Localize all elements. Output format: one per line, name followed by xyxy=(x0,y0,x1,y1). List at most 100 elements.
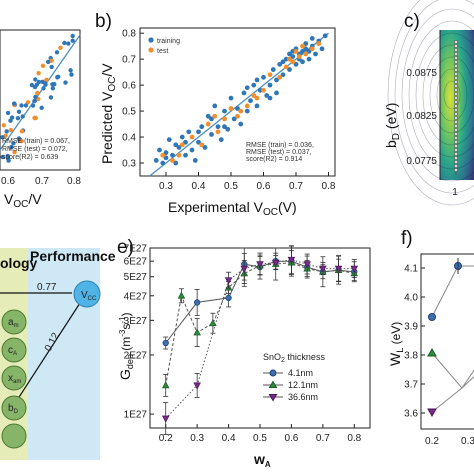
panel-a-point xyxy=(39,105,44,111)
panel-b-point-training xyxy=(192,158,198,163)
panel-f-line-purple xyxy=(431,375,474,413)
panel-c-path-dot xyxy=(453,55,459,61)
panel-b-point-training xyxy=(238,121,244,127)
panel-f-ytick-label: 3.8 xyxy=(404,351,418,362)
panel-f-ytick-label: 3.6 xyxy=(404,409,418,420)
ontology-node-extra xyxy=(1,423,27,449)
panel-c-path-dot xyxy=(453,127,459,133)
panel-e-xtick-label: 0.7 xyxy=(316,433,330,444)
panel-e-point-36.6nm xyxy=(303,261,311,269)
panel-b-point-training xyxy=(205,113,211,119)
panel-a-stat-2: RMSE (test) = 0.072, xyxy=(2,146,68,153)
performance-column xyxy=(28,248,100,460)
panel-f-ytick-label: 3.7 xyxy=(404,380,418,391)
panel-a-point xyxy=(6,158,11,163)
panel-b-axes xyxy=(139,27,336,177)
panel-f-yticks: 4.1 4.0 3.9 3.8 3.7 3.6 xyxy=(404,264,425,420)
panel-c-path-dot xyxy=(453,131,459,137)
panel-c-contour-line xyxy=(415,32,474,158)
panel-c-path-dot xyxy=(453,139,459,145)
panel-c-path-dot xyxy=(453,135,459,141)
panel-b-point-training xyxy=(173,142,179,148)
legend-marker-36.6nm xyxy=(268,394,278,402)
panel-b-point-test xyxy=(277,74,283,80)
panel-b-point-training xyxy=(166,137,172,143)
panel-b-point-training xyxy=(186,129,192,135)
panel-c-path-dot xyxy=(453,107,459,113)
panel-e-ytick-label: 6E27 xyxy=(124,257,148,268)
panel-a-point xyxy=(19,103,24,108)
panel-b-point-test xyxy=(215,129,221,135)
legend-marker-4.1nm xyxy=(269,369,277,377)
panel-b-point-test xyxy=(287,56,292,62)
panel-b-point-training xyxy=(248,98,253,104)
panel-b-point-training xyxy=(313,51,318,57)
panel-b-point-test xyxy=(290,59,296,65)
panel-e-yticks: 1E27 2E27 3E27 4E27 5E27 6E27 7E27 xyxy=(124,244,154,421)
panel-a-point xyxy=(8,127,14,133)
panel-a-point xyxy=(16,109,22,115)
panel-c-ytick-2: 0.0825 xyxy=(406,111,437,122)
panel-a-point xyxy=(0,154,5,160)
panel-c-path-dot xyxy=(453,43,459,49)
panel-a-point xyxy=(25,100,31,105)
panel-b-point-test xyxy=(199,142,205,148)
panel-c-contour-line xyxy=(387,0,474,206)
ontology-node-label: bD xyxy=(8,403,19,415)
panel-b-point-training xyxy=(244,108,250,114)
panel-a-point xyxy=(52,82,57,87)
panel-b-point-test xyxy=(228,106,234,111)
panel-e-ylabel: Gdep (m-3s-1) xyxy=(117,313,135,381)
panel-b-xticks: 0.3 0.4 0.5 0.6 0.7 0.8 xyxy=(159,172,336,192)
edge-top-weight: 0.77 xyxy=(37,282,57,293)
panel-e-xtick-label: 0.2 xyxy=(159,433,173,444)
panel-b-point-training xyxy=(231,116,237,122)
panel-f-xtick-0.2: 0.2 xyxy=(425,436,439,447)
panel-a-axes xyxy=(0,29,81,171)
legend-label-12.1nm: 12.1nm xyxy=(288,380,318,390)
panel-c-contour-line xyxy=(436,68,468,122)
panel-b-xtick-label: 0.5 xyxy=(224,181,238,192)
panel-e-point-12.1nm xyxy=(193,328,201,336)
panel-a-point xyxy=(16,136,22,141)
panel-a-point xyxy=(66,41,71,46)
panel-a-point xyxy=(9,145,14,150)
ontology-node-c_A xyxy=(1,337,27,363)
panel-e-ytick-label: 7E27 xyxy=(124,244,148,255)
panel-b-point-test xyxy=(293,48,299,54)
panel-a-point xyxy=(0,135,5,140)
panel-c-contour-line xyxy=(394,0,474,194)
panel-f-point-blue-1 xyxy=(428,313,436,321)
panel-c-path-dot xyxy=(453,67,459,73)
panel-b-ytick-label: 0.4 xyxy=(122,133,136,144)
panel-a-point xyxy=(9,115,15,120)
panel-f-label: f) xyxy=(401,228,413,249)
panel-b-point-training xyxy=(254,103,260,109)
panel-a-point xyxy=(20,114,25,119)
panel-c-path-dot xyxy=(453,39,459,45)
panel-b-point-training xyxy=(267,82,273,88)
panel-b: b) 0.3 0.4 0.5 0.6 0.7 0.8 0.3 0.4 0.5 0.6 0.7 0.8… xyxy=(95,11,336,218)
legend-test-label: test xyxy=(157,48,168,55)
panel-b-point-test xyxy=(244,103,250,109)
panel-b-point-training xyxy=(215,124,221,130)
panel-e-xtick-label: 0.5 xyxy=(253,433,267,444)
legend-training-marker xyxy=(148,37,154,43)
panel-b-point-test xyxy=(267,72,273,78)
legend-title: SnO2 thickness xyxy=(263,352,325,364)
ontology-node-x_am xyxy=(1,365,27,391)
panel-a-point xyxy=(44,77,49,83)
panel-b-stat-3: score(R2) = 0.914 xyxy=(246,156,302,163)
panel-a-point xyxy=(33,94,38,100)
panel-b-point-training xyxy=(163,150,169,156)
panel-a-point xyxy=(40,63,46,68)
panel-b-point-training xyxy=(287,51,292,57)
panel-c-path-dot xyxy=(453,159,459,165)
panel-e-xtick-label: 0.4 xyxy=(222,433,236,444)
panel-e-point-36.6nm xyxy=(193,382,201,390)
panel-a-point xyxy=(29,82,35,88)
panel-b-point-training xyxy=(209,132,214,137)
panel-b-point-test xyxy=(238,108,244,114)
panel-c-path-dot xyxy=(453,111,459,117)
